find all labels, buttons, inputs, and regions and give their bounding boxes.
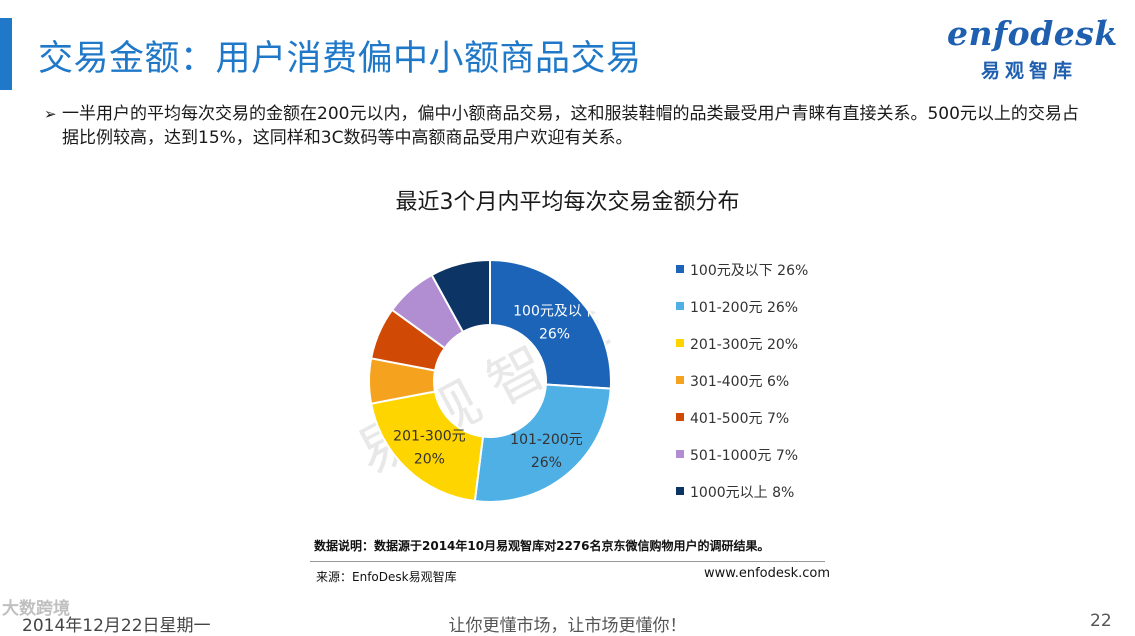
donut-slice-7 <box>430 258 491 334</box>
legend-swatch <box>676 450 684 458</box>
legend-label: 1000元以上 8% <box>690 485 795 501</box>
legend-label: 201-300元 20% <box>690 337 799 353</box>
data-label-value: 26% <box>539 326 570 342</box>
source-divider <box>310 561 825 562</box>
donut-slice-2 <box>473 383 612 503</box>
data-label-category: 100元及以下 <box>513 303 596 319</box>
page-number: 22 <box>1090 611 1112 631</box>
website-link[interactable]: www.enfodesk.com <box>704 566 831 581</box>
summary-bullet: ➢ 一半用户的平均每次交易的金额在200元以内，偏中小额商品交易，这和服装鞋帽的… <box>44 102 1094 150</box>
legend-label: 101-200元 26% <box>690 300 799 316</box>
slide-title: 交易金额：用户消费偏中小额商品交易 <box>38 39 642 79</box>
data-note: 数据说明：数据源于2014年10月易观智库对2276名京东微信购物用户的调研结果… <box>314 539 770 553</box>
legend-swatch <box>676 413 684 421</box>
legend-swatch <box>676 265 684 273</box>
bullet-arrow-icon: ➢ <box>44 105 57 123</box>
source-text: 来源：EnfoDesk易观智库 <box>316 570 457 584</box>
legend-swatch <box>676 376 684 384</box>
enfodesk-logo: enfodesk ™ 易观智库 <box>947 14 1117 84</box>
legend-swatch <box>676 339 684 347</box>
legend-label: 501-1000元 7% <box>690 448 799 464</box>
data-label-category: 201-300元 <box>393 429 466 445</box>
donut-slices <box>368 258 612 503</box>
footer-date: 2014年12月22日星期一 <box>22 616 211 636</box>
legend-label: 301-400元 6% <box>690 374 790 390</box>
data-label-category: 101-200元 <box>510 432 583 448</box>
title-accent-bar <box>0 18 12 90</box>
donut-data-labels: 100元及以下 26% 101-200元 26% 201-300元 20% <box>393 303 596 471</box>
donut-slice-3 <box>369 390 485 503</box>
legend-label: 100元及以下 26% <box>690 263 809 279</box>
logo-chinese-name: 易观智库 <box>981 60 1078 82</box>
donut-slice-1 <box>489 258 612 390</box>
footer-slogan: 让你更懂市场，让市场更懂你！ <box>448 616 687 636</box>
legend-label: 401-500元 7% <box>690 411 790 427</box>
overlay-watermark: 大数跨境 <box>2 599 70 619</box>
legend-swatch <box>676 487 684 495</box>
legend-swatch <box>676 302 684 310</box>
summary-text: 一半用户的平均每次交易的金额在200元以内，偏中小额商品交易，这和服装鞋帽的品类… <box>62 104 1079 148</box>
data-label-value: 26% <box>531 455 562 471</box>
data-label-value: 20% <box>414 452 445 468</box>
logo-trademark: ™ <box>1101 18 1109 27</box>
chart-title: 最近3个月内平均每次交易金额分布 <box>395 190 740 215</box>
logo-wordmark: enfodesk <box>947 14 1118 53</box>
